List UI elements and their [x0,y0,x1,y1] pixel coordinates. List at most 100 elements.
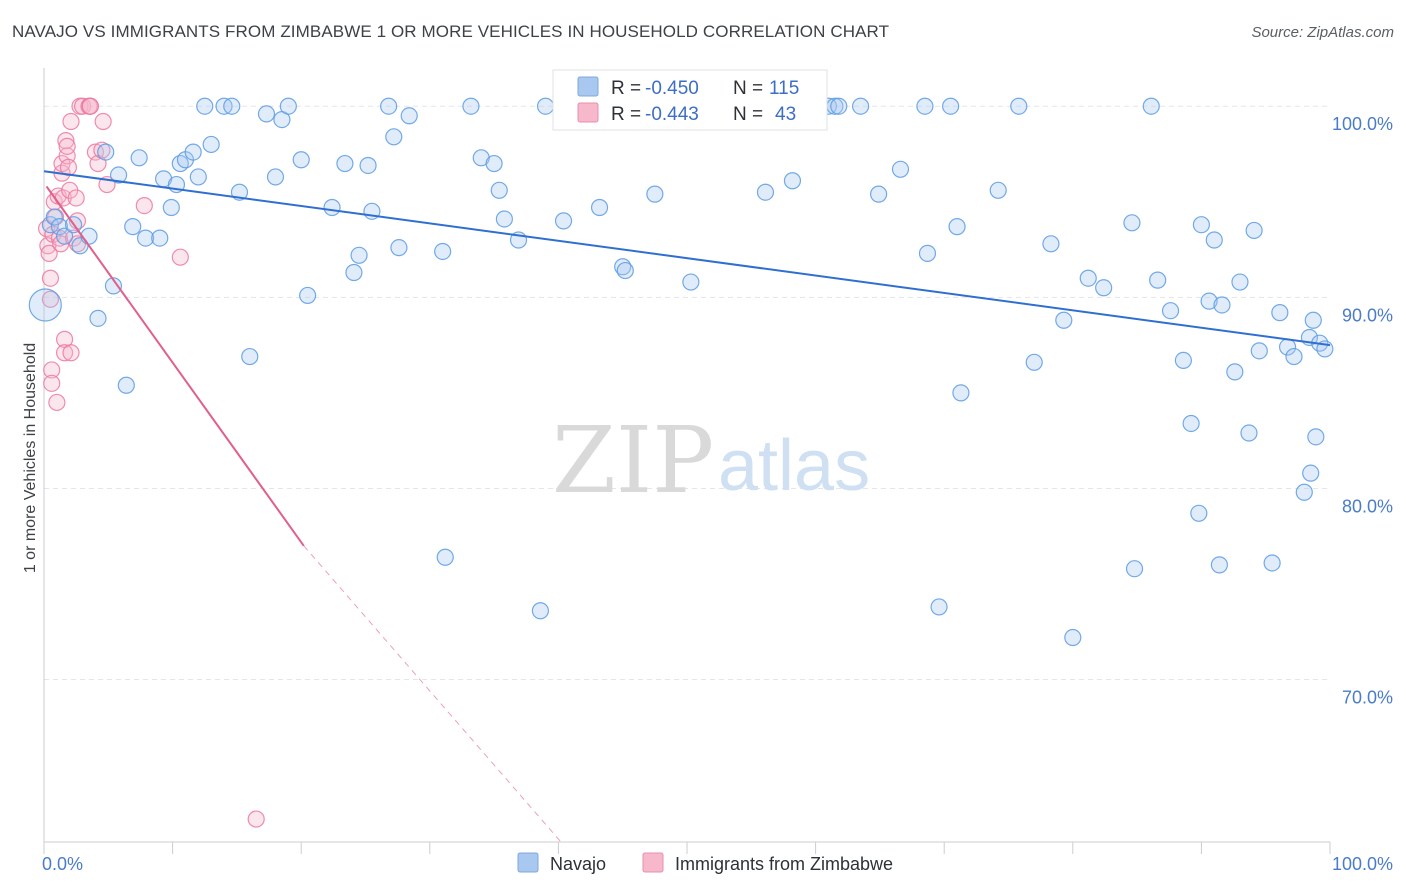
navajo-point-17 [162,198,180,217]
legend-swatch-zimbabwe [642,852,664,873]
navajo-point-47 [462,97,480,115]
navajo-point-35 [323,198,341,217]
navajo-point-111 [1304,311,1322,329]
y-tick-label-3: 70.0% [1342,688,1393,708]
legend-label-navajo: Navajo [550,854,606,874]
y-tick-label-2: 80.0% [1342,496,1393,516]
navajo-point-1 [45,208,63,226]
legend-label-zimbabwe: Immigrants from Zimbabwe [675,854,893,874]
zimbabwe-point-10 [48,393,66,412]
navajo-point-67 [830,97,848,115]
navajo-point-103 [1263,554,1281,572]
navajo-point-50 [490,181,508,199]
navajo-point-44 [400,107,418,125]
navajo-point-92 [1190,504,1208,522]
navajo-point-21 [184,143,202,161]
stats-n-value-zimbabwe: 43 [775,104,796,125]
navajo-point-3 [55,227,74,245]
navajo-point-90 [1174,351,1192,369]
stats-r-label-navajo: R = [611,78,641,99]
navajo-point-70 [891,160,910,178]
zimbabwe-point-3 [41,269,60,287]
navajo-point-6 [80,227,98,245]
navajo-point-15 [151,229,169,247]
navajo-points [28,97,1334,647]
zimbabwe-point-40 [135,197,153,215]
navajo-point-60 [646,185,664,203]
stats-n-label-navajo: N = [733,78,763,99]
watermark-zip: ZIP [552,407,714,514]
navajo-point-59 [616,261,634,280]
zimbabwe-point-41 [171,248,189,266]
y-tick-label-1: 90.0% [1342,305,1393,325]
navajo-trend-line [43,170,1331,347]
navajo-point-51 [495,210,513,228]
navajo-point-10 [109,166,128,184]
navajo-point-37 [345,263,363,282]
navajo-point-69 [870,185,888,203]
navajo-point-43 [390,239,408,257]
navajo-point-45 [434,242,452,261]
stats-r-value-zimbabwe: -0.443 [645,104,699,125]
navajo-point-99 [1231,273,1249,291]
zimbabwe-point-2 [40,244,58,262]
zimbabwe-point-4 [41,290,60,308]
navajo-point-79 [1025,353,1043,371]
y-tick-label-0: 100.0% [1332,114,1393,134]
navajo-point-68 [852,97,870,115]
navajo-point-12 [124,218,142,236]
source-credit: Source: ZipAtlas.com [1251,24,1394,41]
axes [43,68,1331,854]
navajo-point-108 [1302,464,1320,482]
zimbabwe-trend-line [45,185,305,547]
trend-lines [43,170,1331,843]
navajo-point-77 [989,181,1007,199]
navajo-point-26 [223,97,241,115]
navajo-point-94 [1200,292,1218,310]
navajo-point-53 [531,602,549,620]
navajo-point-87 [1142,97,1160,115]
navajo-point-54 [536,97,555,115]
legend: Navajo Immigrants from Zimbabwe [517,852,893,874]
zimbabwe-point-21 [58,137,76,155]
navajo-point-104 [1271,304,1289,322]
navajo-point-11 [117,376,135,394]
navajo-point-75 [948,218,966,236]
navajo-point-29 [257,105,276,123]
navajo-point-74 [942,97,960,115]
zimbabwe-point-25 [62,344,80,362]
navajo-point-114 [28,288,62,322]
navajo-point-81 [1055,311,1073,329]
zimbabwe-point-27 [67,189,85,207]
navajo-point-95 [1205,231,1223,249]
x-tick-label-0: 0.0% [42,854,83,874]
navajo-point-32 [279,97,297,115]
navajo-point-55 [554,212,573,230]
zimbabwe-point-6 [43,374,61,392]
navajo-point-89 [1161,302,1180,320]
navajo-point-23 [196,97,214,115]
stats-r-value-navajo: -0.450 [645,78,699,99]
navajo-point-88 [1149,271,1167,289]
stats-n-label-zimbabwe: N = [733,104,763,125]
navajo-point-33 [292,151,310,169]
stats-swatch-navajo [577,76,599,97]
chart-title: NAVAJO VS IMMIGRANTS FROM ZIMBABWE 1 OR … [12,22,890,41]
navajo-point-42 [385,128,403,146]
navajo-point-41 [380,97,398,115]
zimbabwe-trend-extension [303,545,562,843]
navajo-point-64 [783,172,802,190]
navajo-point-86 [1125,560,1144,578]
navajo-point-7 [89,309,107,327]
navajo-point-61 [682,273,700,291]
navajo-point-39 [359,156,377,175]
navajo-point-34 [299,286,317,305]
navajo-point-73 [930,598,948,616]
navajo-point-2 [50,218,69,236]
tick-labels: 100.0% 90.0% 80.0% 70.0% 0.0% 100.0% [42,114,1393,874]
navajo-point-22 [189,168,207,186]
legend-swatch-navajo [517,852,539,873]
navajo-point-71 [916,97,934,115]
navajo-point-63 [756,183,775,201]
navajo-point-109 [1307,428,1325,446]
